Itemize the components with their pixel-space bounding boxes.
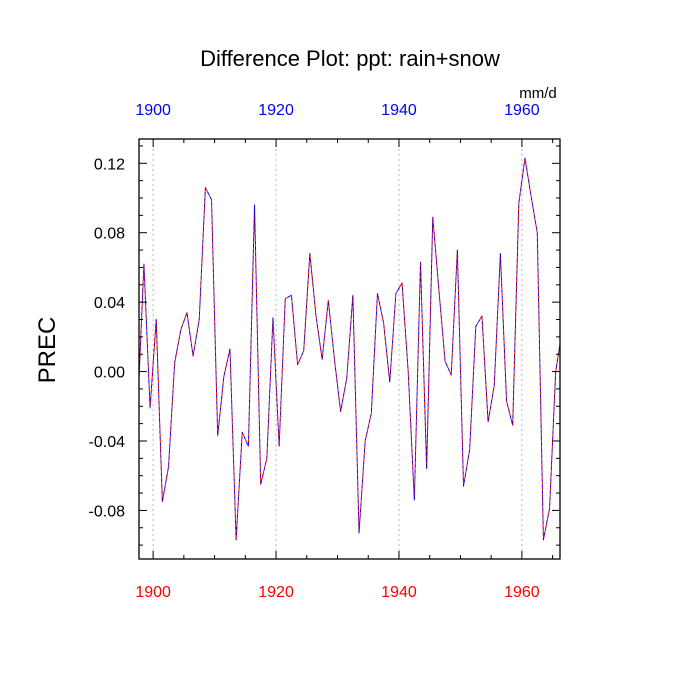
- axes: -0.08 -0.04 0.00 0.04 0.08 0.12 1900 1920 1940 19…: [89, 102, 560, 601]
- x-tick-label-bottom: 1920: [258, 584, 294, 601]
- series-line-blue: [138, 157, 561, 541]
- y-tick-label: -0.08: [89, 503, 126, 520]
- y-tick-label: 0.00: [94, 365, 125, 382]
- x-tick-label-top: 1920: [258, 102, 294, 119]
- y-tick-label: 0.12: [94, 156, 125, 173]
- x-tick-label-top: 1940: [381, 102, 417, 119]
- y-tick-label: 0.08: [94, 226, 125, 243]
- x-tick-label-bottom: 1940: [381, 584, 417, 601]
- x-tick-label-top: 1900: [135, 102, 171, 119]
- series-line-red: [138, 157, 561, 541]
- chart-title: Difference Plot: ppt: rain+snow: [200, 46, 500, 71]
- y-axis-label: PREC: [34, 317, 61, 384]
- y-tick-label: 0.04: [94, 295, 125, 312]
- y-tick-label: -0.04: [89, 434, 126, 451]
- x-tick-label-bottom: 1960: [504, 584, 540, 601]
- plot-frame: [138, 138, 561, 560]
- x-tick-label-bottom: 1900: [135, 584, 171, 601]
- grid-lines: [152, 139, 523, 559]
- units-label: mm/d: [519, 85, 557, 102]
- x-tick-label-top: 1960: [504, 102, 540, 119]
- series-group: [138, 157, 561, 541]
